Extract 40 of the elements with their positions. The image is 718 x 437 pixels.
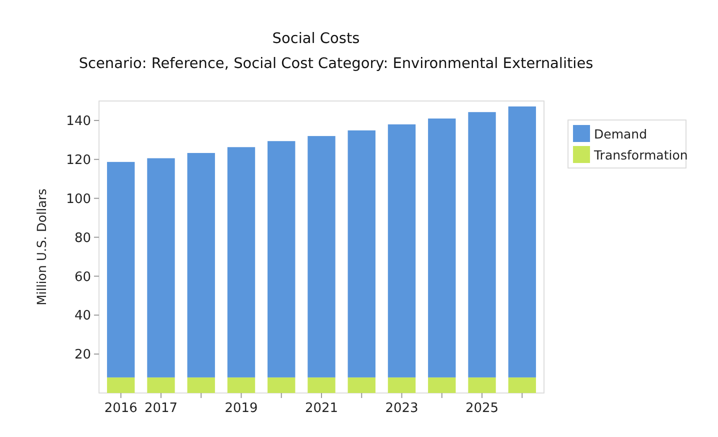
bar xyxy=(227,377,256,393)
x-tick-label: 2023 xyxy=(385,401,418,416)
bar xyxy=(147,158,175,378)
bar xyxy=(107,162,135,378)
bar xyxy=(428,377,456,393)
bar xyxy=(388,124,416,378)
bar xyxy=(308,377,336,393)
legend-label: Transformation xyxy=(593,147,688,162)
bar xyxy=(227,147,256,378)
bar xyxy=(428,118,456,378)
bar xyxy=(268,377,296,393)
x-tick-label: 2016 xyxy=(104,401,138,416)
bar xyxy=(508,106,536,378)
bar xyxy=(187,152,215,378)
x-tick-label: 2021 xyxy=(304,401,338,416)
bar xyxy=(107,377,135,393)
bar xyxy=(147,377,175,393)
bar xyxy=(468,377,496,393)
y-tick-label: 100 xyxy=(66,192,91,207)
y-axis-title: Million U.S. Dollars xyxy=(34,188,49,306)
y-tick-label: 60 xyxy=(74,270,91,285)
bar xyxy=(468,112,496,378)
y-tick-label: 80 xyxy=(74,230,91,246)
bar xyxy=(268,141,296,378)
y-tick-label: 140 xyxy=(66,114,91,130)
y-tick-label: 20 xyxy=(74,348,91,363)
y-tick-label: 40 xyxy=(74,308,91,324)
chart-subtitle: Scenario: Reference, Social Cost Category: Environmental Externalities xyxy=(78,56,594,72)
x-tick-label: 2017 xyxy=(144,401,178,416)
bar xyxy=(348,130,376,378)
bar xyxy=(308,136,336,378)
legend-label: Demand xyxy=(594,126,648,142)
x-tick-label: 2025 xyxy=(465,401,499,416)
y-tick-label: 120 xyxy=(66,152,91,168)
x-tick-label: 2019 xyxy=(224,401,258,416)
bar xyxy=(187,377,215,393)
chart-title: Social Costs xyxy=(272,31,360,47)
bar xyxy=(508,377,536,393)
bar xyxy=(388,377,416,393)
bar xyxy=(348,377,376,393)
